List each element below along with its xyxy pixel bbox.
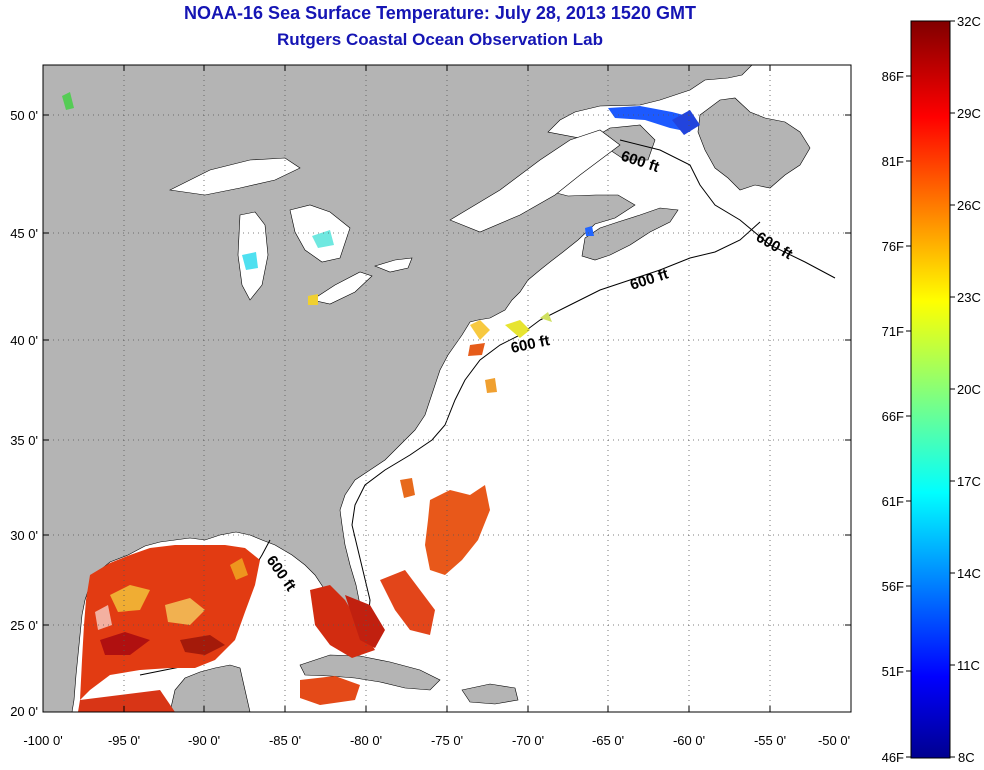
axis-tick-marks [42, 65, 852, 713]
colorbar-c-label: 8C [958, 750, 975, 765]
newfoundland-land [697, 97, 811, 191]
north-america-land [43, 65, 753, 712]
colorbar-f-label: 56F [882, 579, 904, 594]
x-tick-label: -65 0' [592, 733, 624, 748]
hispaniola-land [461, 683, 519, 705]
colorbar-c-label: 20C [957, 382, 981, 397]
x-tick-label: -70 0' [512, 733, 544, 748]
x-tick-label: -55 0' [754, 733, 786, 748]
colorbar-f-label: 66F [882, 409, 904, 424]
colorbar-f-label: 46F [882, 750, 904, 765]
x-axis-labels: -100 0' -95 0' -90 0' -85 0' -80 0' -75 … [23, 733, 850, 748]
y-tick-label: 35 0' [10, 433, 38, 448]
yucatan-land [169, 664, 251, 712]
colorbar-f-label: 61F [882, 494, 904, 509]
cuba-land [299, 654, 441, 691]
x-tick-label: -95 0' [108, 733, 140, 748]
y-tick-label: 50 0' [10, 108, 38, 123]
map-subtitle: Rutgers Coastal Ocean Observation Lab [277, 30, 603, 49]
sst-atlantic-patches [380, 312, 552, 635]
sst-gulf-of-mexico [78, 545, 385, 712]
colorbar-f-label: 81F [882, 154, 904, 169]
colorbar-f-label: 76F [882, 239, 904, 254]
y-tick-label: 25 0' [10, 618, 38, 633]
colorbar-f-label: 51F [882, 664, 904, 679]
y-tick-label: 30 0' [10, 528, 38, 543]
map-title: NOAA-16 Sea Surface Temperature: July 28… [184, 3, 696, 23]
y-tick-label: 20 0' [10, 704, 38, 719]
x-tick-label: -80 0' [350, 733, 382, 748]
colorbar-f-label: 86F [882, 69, 904, 84]
temperature-colorbar: 32C 29C 26C 23C 20C 17C 14C 11C 8C 86F 8… [882, 14, 981, 765]
x-tick-label: -90 0' [188, 733, 220, 748]
colorbar-c-label: 29C [957, 106, 981, 121]
x-tick-label: -75 0' [431, 733, 463, 748]
colorbar-c-label: 11C [957, 658, 980, 673]
y-tick-label: 45 0' [10, 226, 38, 241]
y-tick-label: 40 0' [10, 333, 38, 348]
x-tick-label: -85 0' [269, 733, 301, 748]
colorbar-c-label: 32C [957, 14, 981, 29]
x-tick-label: -100 0' [23, 733, 62, 748]
colorbar-c-label: 17C [957, 474, 981, 489]
x-tick-label: -60 0' [673, 733, 705, 748]
nova-scotia-land [581, 207, 679, 261]
sst-cold-patches [62, 92, 700, 305]
gulf-of-st-lawrence [449, 129, 621, 233]
colorbar-c-label: 23C [957, 290, 981, 305]
colorbar-c-label: 14C [957, 566, 981, 581]
colorbar-f-label: 71F [882, 324, 904, 339]
x-tick-label: -50 0' [818, 733, 850, 748]
colorbar-gradient [910, 20, 951, 759]
colorbar-c-label: 26C [957, 198, 981, 213]
y-axis-labels: 50 0' 45 0' 40 0' 35 0' 30 0' 25 0' 20 0… [10, 108, 38, 719]
